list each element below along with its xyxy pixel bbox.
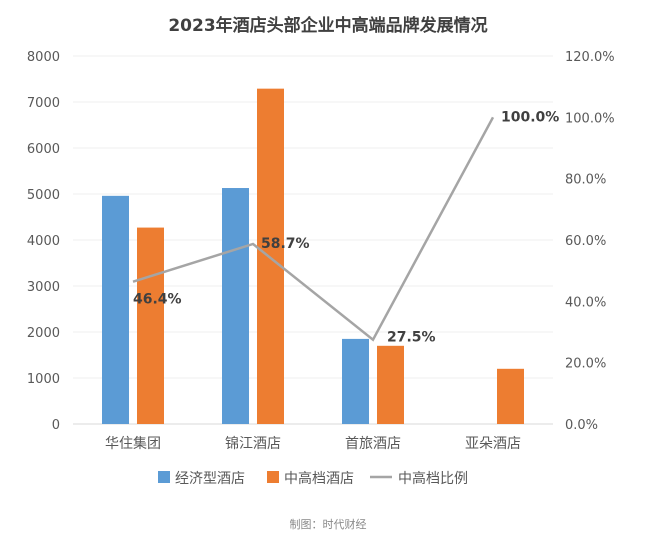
bar-经济型酒店 xyxy=(222,188,249,424)
data-label: 46.4% xyxy=(133,292,182,308)
bar-中高档酒店 xyxy=(497,368,524,424)
y-tick-left: 4000 xyxy=(27,234,60,249)
bar-中高档酒店 xyxy=(137,227,164,424)
y-tick-left: 5000 xyxy=(27,188,60,203)
y-tick-left: 8000 xyxy=(27,50,60,65)
legend-swatch xyxy=(158,471,170,483)
legend-label: 经济型酒店 xyxy=(175,471,245,487)
y-tick-right: 0.0% xyxy=(565,418,598,433)
chart-title: 2023年酒店头部企业中高端品牌发展情况 xyxy=(168,15,487,36)
legend-label: 中高档比例 xyxy=(398,470,468,487)
x-tick-label: 首旅酒店 xyxy=(345,436,401,452)
y-tick-right: 100.0% xyxy=(565,111,615,126)
y-tick-left: 7000 xyxy=(27,96,60,111)
legend-label: 中高档酒店 xyxy=(284,470,354,487)
y-tick-right: 20.0% xyxy=(565,357,606,372)
x-tick-label: 亚朵酒店 xyxy=(465,436,521,452)
y-tick-left: 6000 xyxy=(27,142,60,157)
y-tick-left: 0 xyxy=(52,418,60,433)
y-tick-right: 80.0% xyxy=(565,173,606,188)
data-label: 100.0% xyxy=(501,109,559,125)
bar-经济型酒店 xyxy=(342,338,369,424)
y-tick-left: 1000 xyxy=(27,372,60,387)
bar-中高档酒店 xyxy=(377,345,404,424)
data-label: 58.7% xyxy=(261,236,310,252)
line-中高档比例 xyxy=(132,116,495,342)
x-tick-label: 华住集团 xyxy=(105,435,161,452)
y-tick-left: 2000 xyxy=(27,326,60,341)
bar-中高档酒店 xyxy=(257,88,284,424)
y-tick-right: 40.0% xyxy=(565,295,606,310)
x-tick-label: 锦江酒店 xyxy=(225,435,281,452)
y-tick-left: 3000 xyxy=(27,280,60,295)
legend-swatch xyxy=(267,471,279,483)
data-label: 27.5% xyxy=(387,330,436,346)
y-tick-right: 60.0% xyxy=(565,234,606,249)
bar-经济型酒店 xyxy=(102,195,129,424)
y-tick-right: 120.0% xyxy=(565,50,615,65)
footer-credit: 制图：时代财经 xyxy=(289,518,367,531)
